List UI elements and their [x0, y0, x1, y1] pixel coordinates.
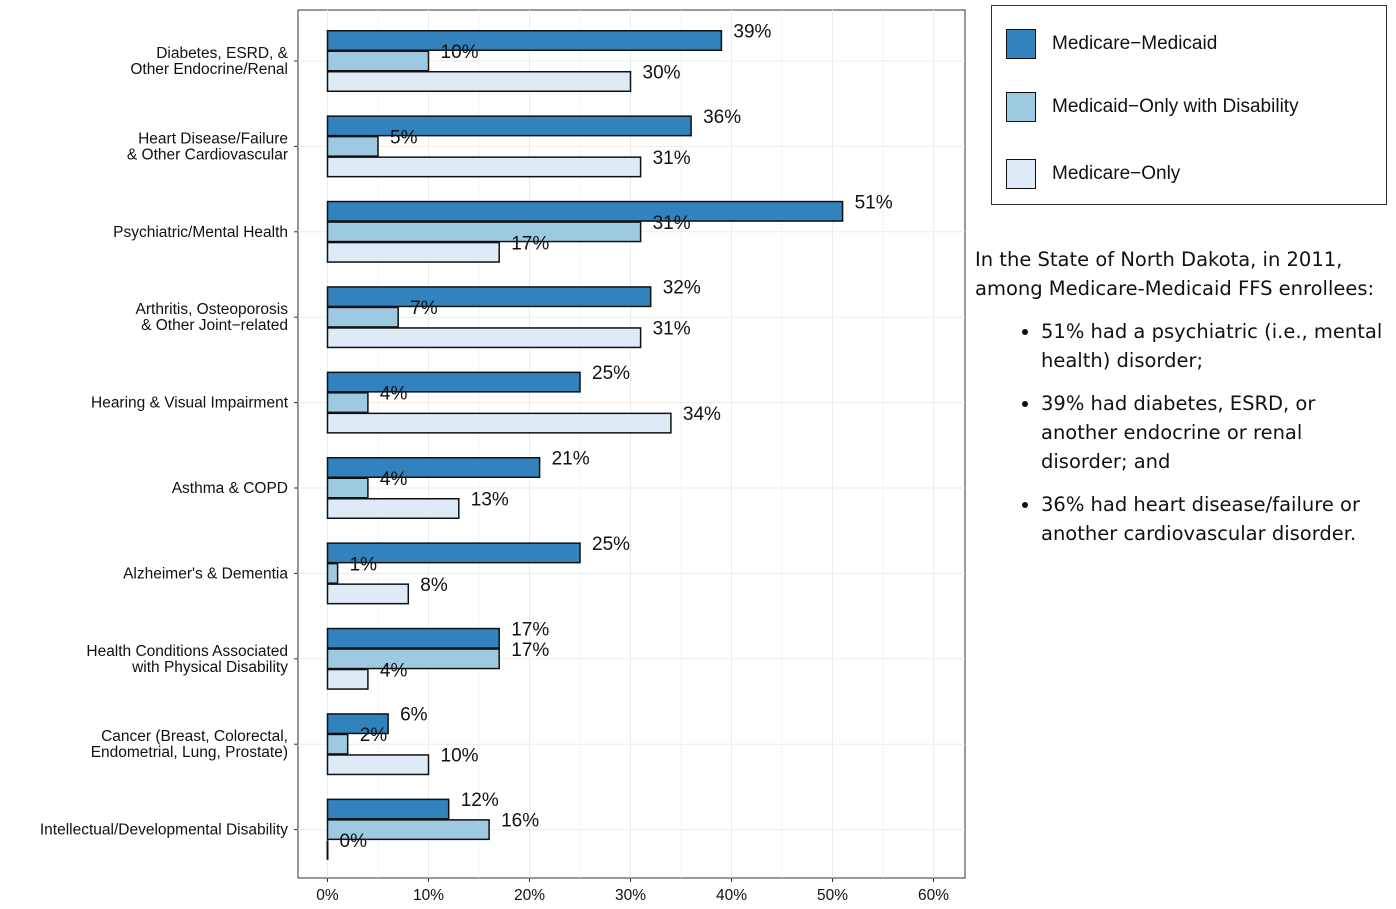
bar-value-label: 1% [350, 554, 378, 575]
x-tick-label: 50% [817, 887, 848, 904]
category-label: Arthritis, Osteoporosis [136, 301, 289, 318]
bar [326, 798, 450, 820]
bar [326, 668, 369, 690]
legend-item-medicare-medicaid: Medicare−Medicaid [1006, 29, 1217, 59]
bar-value-label: 13% [471, 490, 509, 511]
bar [326, 71, 632, 92]
bar-value-label: 4% [380, 660, 408, 681]
bar-value-label: 30% [643, 63, 681, 84]
category-label: Psychiatric/Mental Health [113, 224, 288, 241]
bar [326, 457, 541, 478]
bar [326, 627, 500, 649]
bar [326, 327, 642, 349]
legend-item-medicaid-only: Medicaid−Only with Disability [1006, 92, 1299, 122]
bar-value-label: 17% [511, 619, 549, 640]
legend-label-medicare-only: Medicare−Only [1052, 163, 1181, 184]
bar-value-label: 4% [380, 469, 408, 490]
chart-legend: Medicare−Medicaid Medicaid−Only with Dis… [991, 5, 1387, 205]
category-label: Heart Disease/Failure [138, 130, 288, 147]
bar [326, 392, 369, 414]
bar [326, 115, 692, 137]
bar-value-label: 12% [461, 790, 499, 811]
x-tick-label: 0% [316, 887, 339, 904]
legend-swatch-medicare-only [1006, 159, 1036, 189]
bar [326, 754, 430, 776]
bar [326, 50, 430, 72]
category-label: Intellectual/Developmental Disability [40, 822, 288, 839]
summary-panel: In the State of North Dakota, in 2011, a… [975, 245, 1391, 562]
category-label: Hearing & Visual Impairment [91, 395, 289, 412]
bar-value-label: 6% [400, 705, 428, 726]
bar-value-label: 10% [441, 42, 479, 63]
bar-value-label: 4% [380, 384, 408, 405]
bar [326, 241, 500, 263]
legend-item-medicare-only: Medicare−Only [1006, 159, 1180, 189]
category-label: Cancer (Breast, Colorectal, [101, 728, 288, 745]
bar-value-label: 31% [653, 319, 691, 340]
summary-bullet: 51% had a psychiatric (i.e., mental heal… [1041, 317, 1391, 375]
bar-value-label: 25% [592, 534, 630, 555]
bar [326, 648, 500, 670]
legend-swatch-medicaid-only [1006, 92, 1036, 122]
bar [326, 412, 672, 434]
bar [326, 221, 642, 243]
bar-value-label: 0% [340, 831, 368, 852]
x-tick-label: 30% [615, 887, 646, 904]
bar-value-label: 17% [511, 640, 549, 661]
bar-value-label: 34% [683, 404, 721, 425]
summary-bullet: 36% had heart disease/failure or another… [1041, 490, 1391, 548]
bar-value-label: 16% [501, 811, 539, 832]
category-label: Health Conditions Associated [86, 643, 288, 660]
bar-value-label: 31% [653, 213, 691, 234]
x-tick-label: 60% [918, 887, 949, 904]
bar-value-label: 5% [390, 127, 418, 148]
category-label: Diabetes, ESRD, & [156, 45, 288, 62]
bar [326, 371, 581, 393]
bar-value-label: 10% [441, 746, 479, 767]
summary-intro: In the State of North Dakota, in 2011, a… [975, 248, 1375, 300]
category-label: Endometrial, Lung, Prostate) [91, 744, 288, 761]
x-tick-label: 20% [514, 887, 545, 904]
category-label: with Physical Disability [131, 659, 288, 676]
legend-label-medicare-medicaid: Medicare−Medicaid [1052, 33, 1218, 54]
bar [326, 733, 349, 755]
bar [326, 286, 652, 308]
x-tick-label: 40% [716, 887, 747, 904]
category-label: Alzheimer's & Dementia [123, 565, 288, 582]
bar [326, 30, 723, 51]
bar [326, 156, 642, 178]
summary-bullet: 39% had diabetes, ESRD, or another endoc… [1041, 389, 1391, 476]
category-label: & Other Cardiovascular [127, 146, 288, 163]
bar [326, 135, 379, 157]
bar [326, 498, 460, 519]
bar [326, 713, 389, 735]
category-label: Asthma & COPD [172, 480, 288, 497]
legend-label-medicaid-only: Medicaid−Only with Disability [1052, 96, 1299, 117]
bar-value-label: 7% [410, 298, 438, 319]
category-label: & Other Joint−related [141, 317, 288, 334]
bar-value-label: 32% [663, 278, 701, 299]
bar-value-label: 21% [552, 449, 590, 470]
bar-value-label: 17% [511, 233, 549, 254]
category-label: Other Endocrine/Renal [130, 61, 288, 78]
bar-value-label: 39% [733, 22, 771, 43]
bar-value-label: 25% [592, 363, 630, 384]
plot-panel [297, 9, 966, 879]
bar-value-label: 31% [653, 148, 691, 169]
legend-swatch-medicare-medicaid [1006, 29, 1036, 59]
x-tick-label: 10% [413, 887, 444, 904]
summary-list: 51% had a psychiatric (i.e., mental heal… [975, 317, 1391, 548]
bar-value-label: 36% [703, 107, 741, 128]
bar [326, 306, 399, 328]
bar [326, 542, 581, 564]
bar [326, 477, 369, 499]
bar [326, 819, 490, 841]
bar-value-label: 51% [855, 192, 893, 213]
bar [326, 200, 844, 222]
bar [326, 583, 410, 605]
bar [326, 562, 339, 584]
bar-value-label: 8% [420, 575, 448, 596]
bar-value-label: 2% [360, 725, 388, 746]
